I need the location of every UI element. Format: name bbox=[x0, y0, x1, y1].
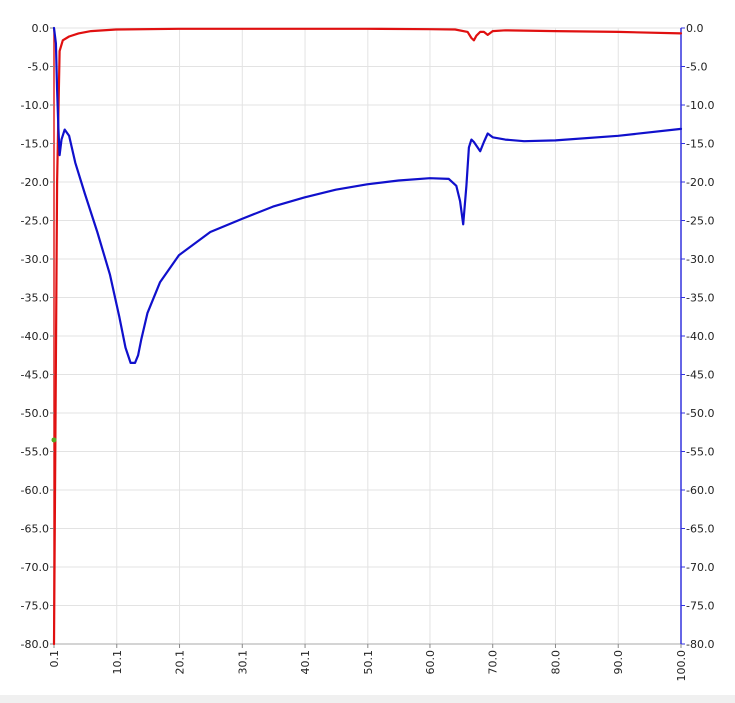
y-tick-label-left: -60.0 bbox=[21, 484, 49, 497]
x-tick-label: 40.1 bbox=[299, 650, 312, 675]
x-tick-label: 100.0 bbox=[675, 650, 688, 682]
y-axis-right-ticks: 0.0 -5.0 -10.0 -15.0 -20.0 -25.0 -30.0 -35.0 -40… bbox=[681, 22, 714, 651]
y-tick-label-left: -15.0 bbox=[21, 138, 49, 151]
x-tick-label: 0.1 bbox=[48, 650, 61, 668]
y-tick-label-right: -75.0 bbox=[686, 600, 714, 613]
y-tick-label-right: -25.0 bbox=[686, 215, 714, 228]
series-line-1 bbox=[52, 27, 683, 646]
y-tick-label-right: -10.0 bbox=[686, 99, 714, 112]
y-tick-label-left: -30.0 bbox=[21, 253, 49, 266]
x-tick-label: 50.1 bbox=[362, 650, 375, 675]
y-tick-label-right: -60.0 bbox=[686, 484, 714, 497]
y-tick-label-right: -80.0 bbox=[686, 638, 714, 651]
y-tick-label-right: -5.0 bbox=[686, 61, 707, 74]
y-tick-label-right: -65.0 bbox=[686, 523, 714, 536]
y-tick-label-right: -70.0 bbox=[686, 561, 714, 574]
y-tick-label-left: -80.0 bbox=[21, 638, 49, 651]
y-tick-label-right: -20.0 bbox=[686, 176, 714, 189]
bottom-bar bbox=[0, 695, 735, 703]
series-line-2 bbox=[52, 26, 683, 364]
marker-point bbox=[51, 437, 57, 443]
x-tick-label: 60.0 bbox=[424, 650, 437, 675]
y-tick-label-left: -40.0 bbox=[21, 330, 49, 343]
x-axis-ticks: 0.1 10.1 20.1 30.1 40.1 50.1 60.0 70.0 80.0 90.0 1… bbox=[48, 644, 688, 682]
y-tick-label-left: -5.0 bbox=[28, 61, 49, 74]
series-group bbox=[52, 26, 683, 646]
marker-group bbox=[51, 437, 57, 443]
y-axis-left-ticks: 0.0 -5.0 -10.0 -15.0 -20.0 -25.0 -30.0 -35.0 -40… bbox=[21, 22, 54, 651]
y-tick-label-left: 0.0 bbox=[32, 22, 50, 35]
y-tick-label-left: -70.0 bbox=[21, 561, 49, 574]
y-tick-label-left: -35.0 bbox=[21, 292, 49, 305]
y-tick-label-left: -25.0 bbox=[21, 215, 49, 228]
y-tick-label-left: -10.0 bbox=[21, 99, 49, 112]
x-tick-label: 20.1 bbox=[174, 650, 187, 675]
x-tick-label: 30.1 bbox=[236, 650, 249, 675]
y-tick-label-left: -20.0 bbox=[21, 176, 49, 189]
y-tick-label-right: -55.0 bbox=[686, 446, 714, 459]
y-tick-label-left: -50.0 bbox=[21, 407, 49, 420]
y-tick-label-right: -50.0 bbox=[686, 407, 714, 420]
y-tick-label-right: -40.0 bbox=[686, 330, 714, 343]
x-tick-label: 10.1 bbox=[111, 650, 124, 675]
y-tick-label-right: -35.0 bbox=[686, 292, 714, 305]
y-tick-label-left: -55.0 bbox=[21, 446, 49, 459]
x-tick-label: 80.0 bbox=[549, 650, 562, 675]
x-tick-label: 90.0 bbox=[612, 650, 625, 675]
x-tick-label: 70.0 bbox=[487, 650, 500, 675]
y-tick-label-left: -75.0 bbox=[21, 600, 49, 613]
y-tick-label-right: -15.0 bbox=[686, 138, 714, 151]
y-tick-label-left: -65.0 bbox=[21, 523, 49, 536]
grid bbox=[53, 27, 682, 645]
y-tick-label-right: -45.0 bbox=[686, 369, 714, 382]
y-tick-label-left: -45.0 bbox=[21, 369, 49, 382]
y-tick-label-right: 0.0 bbox=[686, 22, 704, 35]
y-tick-label-right: -30.0 bbox=[686, 253, 714, 266]
